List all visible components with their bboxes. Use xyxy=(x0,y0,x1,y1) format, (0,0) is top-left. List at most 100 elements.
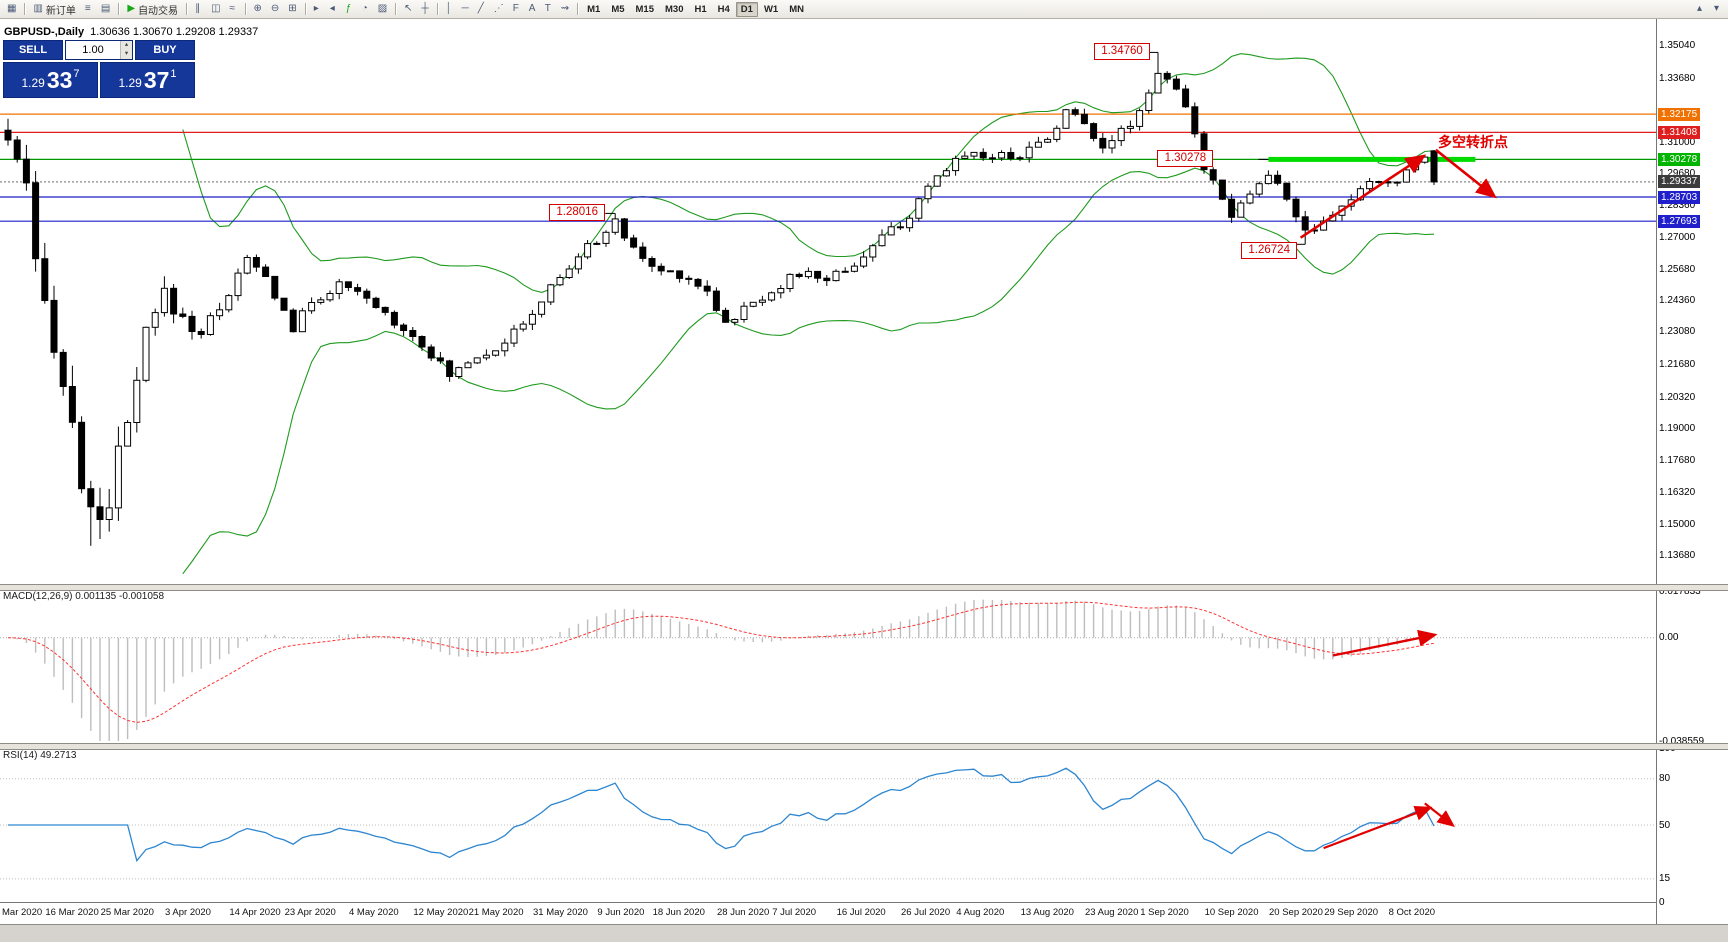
time-axis: Mar 2020 16 Mar 2020 25 Mar 2020 3 Apr 2020… xyxy=(0,902,1656,925)
rsi-trend-arrow-down xyxy=(1424,802,1455,828)
indicators-icon[interactable]: ƒ xyxy=(342,2,357,17)
chart-shift-icon[interactable]: ◂ xyxy=(326,2,341,17)
buy-button[interactable]: BUY xyxy=(135,40,195,60)
rsi-pane[interactable]: RSI(14) 49.2713 xyxy=(0,748,1656,902)
support-zone-line xyxy=(1268,156,1476,162)
buy-price-sup: 1 xyxy=(170,68,177,80)
price-tag: 1.30278 xyxy=(1658,152,1701,166)
volume-down-icon[interactable]: ▾ xyxy=(121,50,132,59)
cursor-icon[interactable]: ↖ xyxy=(400,2,416,17)
price-chart-pane[interactable]: 1.34760 1.30278 1.28016 1.26724 GBPUSD-,Dai… xyxy=(0,18,1656,584)
timeframe-d1-button[interactable]: D1 xyxy=(735,1,758,17)
toolbar-separator xyxy=(304,3,306,15)
trend-arrow-up xyxy=(1299,154,1427,239)
auto-scroll-icon[interactable]: ▸ xyxy=(310,2,325,17)
date-tick-label: 18 Jun 2020 xyxy=(652,907,705,918)
axis-tick-label: 1.28360 xyxy=(1659,199,1696,211)
chart-shift-icon: ◂ xyxy=(329,3,335,14)
horizontal-level-lines xyxy=(0,113,1656,222)
volume-field: ▴ ▾ xyxy=(65,40,133,60)
date-tick-label: 21 May 2020 xyxy=(468,907,524,918)
rsi-label: RSI(14) 49.2713 xyxy=(3,750,77,761)
pane-separator-2[interactable] xyxy=(0,743,1728,750)
sell-price-big: 33 xyxy=(46,66,73,93)
axis-tick-label: 80 xyxy=(1659,773,1671,785)
crosshair-icon[interactable]: ┼ xyxy=(418,2,433,17)
zoom-out-icon[interactable]: ⊖ xyxy=(267,2,283,17)
line-chart-icon[interactable]: ≈ xyxy=(226,2,241,17)
dock-up-icon[interactable]: ▴ xyxy=(1693,2,1708,17)
fibonacci-icon[interactable]: F xyxy=(509,2,524,17)
chart-window-icon: ▦ xyxy=(7,3,17,14)
horizontal-line-icon[interactable]: ─ xyxy=(458,2,473,17)
navigator-icon: ▤ xyxy=(100,3,111,14)
buy-price-display[interactable]: 1.29 37 1 xyxy=(100,62,195,98)
timeframe-h4-button[interactable]: H4 xyxy=(713,2,735,17)
toolbar-options-icon[interactable]: ▾ xyxy=(1710,2,1725,17)
timeframe-w1-button[interactable]: W1 xyxy=(759,2,783,17)
bollinger-bands xyxy=(182,53,1435,575)
cursor-icon: ↖ xyxy=(404,3,413,14)
sell-price-prefix: 1.29 xyxy=(21,76,45,90)
price-tag: 1.29337 xyxy=(1658,175,1701,189)
text-label-icon[interactable]: T xyxy=(541,2,556,17)
date-tick-label: 20 Sep 2020 xyxy=(1269,907,1323,918)
crosshair-icon: ┼ xyxy=(421,3,429,14)
autotrading-button[interactable]: ▶ 自动交易 xyxy=(123,2,182,17)
arrows-icon[interactable]: ⇝ xyxy=(557,2,573,17)
toolbar-separator xyxy=(395,3,397,15)
pane-separator-1[interactable] xyxy=(0,584,1728,591)
axis-tick-label: 1.29680 xyxy=(1659,168,1696,180)
timeframe-h1-button[interactable]: H1 xyxy=(689,2,711,17)
trendline-icon: ╱ xyxy=(477,3,484,14)
trendline-icon[interactable]: ╱ xyxy=(474,2,489,17)
macd-pane[interactable]: MACD(12,26,9) 0.001135 -0.001058 xyxy=(0,589,1656,743)
zoom-in-icon[interactable]: ⊕ xyxy=(250,2,266,17)
vertical-line-icon: │ xyxy=(445,3,452,14)
market-watch-icon[interactable]: ≡ xyxy=(81,2,96,17)
price-tag: 1.27693 xyxy=(1658,214,1701,228)
timeframe-m1-button[interactable]: M1 xyxy=(582,2,605,17)
navigator-icon[interactable]: ▤ xyxy=(97,2,114,17)
price-chart-canvas xyxy=(0,51,1656,575)
candlestick-chart-icon[interactable]: ◫ xyxy=(207,2,224,17)
sell-button[interactable]: SELL xyxy=(3,40,63,60)
timeframe-mn-button[interactable]: MN xyxy=(784,2,809,17)
new-order-button[interactable]: ▥ 新订单 xyxy=(29,2,79,17)
new-order-icon: ▥ xyxy=(33,3,43,14)
symbol-period-label: GBPUSD-,Daily xyxy=(4,26,85,38)
timeframe-m15-button[interactable]: M15 xyxy=(631,2,659,17)
periods-icon[interactable]: ◔ xyxy=(358,2,373,17)
price-tag: 1.31408 xyxy=(1658,125,1701,139)
toolbar-separator xyxy=(24,3,26,15)
date-tick-label: 28 Jun 2020 xyxy=(717,907,770,918)
axis-tick-label: 1.25680 xyxy=(1659,263,1696,275)
timeframe-m5-button[interactable]: M5 xyxy=(606,2,629,17)
indicators-icon: ƒ xyxy=(345,3,352,14)
date-tick-label: 29 Sep 2020 xyxy=(1324,907,1379,918)
chart-window-icon[interactable]: ▦ xyxy=(3,2,20,17)
tile-windows-icon[interactable]: ⊞ xyxy=(284,2,300,17)
text-icon[interactable]: A xyxy=(525,2,540,17)
toolbar: ▦ ▥ 新订单 ≡ ▤ ▶ 自动交易 ∥ ◫ ≈ ⊕ ⊖ ⊞ ▸ ◂ ƒ ◔ ▨ ↖ ┼ │ ─ ╱ ⋰ F A T ⇝ M1 M5 M15… xyxy=(0,0,1728,19)
tile-windows-icon: ⊞ xyxy=(288,3,297,14)
bar-chart-icon: ∥ xyxy=(195,3,201,14)
trend-arrow-down xyxy=(1434,148,1497,199)
arrows-icon: ⇝ xyxy=(560,3,570,14)
chart-header: GBPUSD-,Daily 1.30636 1.30670 1.29208 1.2… xyxy=(4,26,258,38)
bar-chart-icon[interactable]: ∥ xyxy=(191,2,206,17)
sell-price-display[interactable]: 1.29 33 7 xyxy=(3,62,98,98)
date-tick-label: Mar 2020 xyxy=(2,907,43,918)
axis-tick-label: 1.13680 xyxy=(1659,550,1696,562)
templates-icon[interactable]: ▨ xyxy=(374,2,391,17)
toolbar-separator xyxy=(118,3,120,15)
channel-icon[interactable]: ⋰ xyxy=(490,2,508,17)
timeframe-m30-button[interactable]: M30 xyxy=(660,2,688,17)
volume-up-icon[interactable]: ▴ xyxy=(121,41,132,50)
vertical-line-icon[interactable]: │ xyxy=(442,2,457,17)
volume-input[interactable] xyxy=(66,41,120,59)
date-tick-label: 14 Apr 2020 xyxy=(229,907,281,918)
axis-tick-label: 1.27000 xyxy=(1659,232,1696,244)
rsi-line xyxy=(8,767,1435,863)
